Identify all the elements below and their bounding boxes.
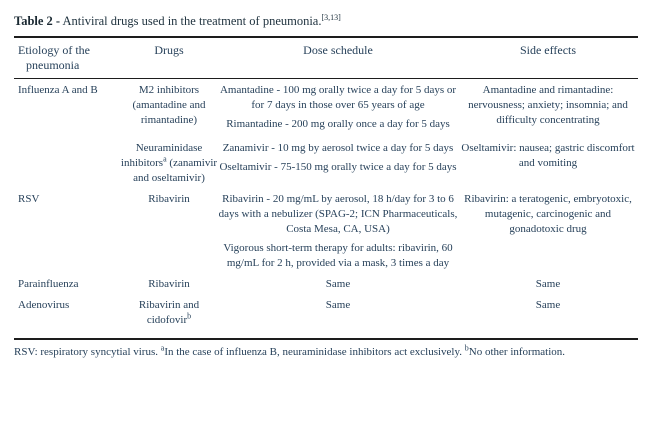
etiology-cell: RSV: [18, 193, 40, 205]
dose-cell: Same: [218, 298, 458, 313]
table-row-adenovirus: Adenovirus Ribavirin and cidofovirb Same…: [14, 298, 638, 328]
dose-item: Amantadine - 100 mg orally twice a day f…: [219, 84, 457, 111]
dose-cell: Zanamivir - 10 mg by aerosol twice a day…: [218, 141, 458, 175]
drug-group-neuraminidase: Neuraminidase inhibitorsa (zanamivir and…: [120, 141, 638, 186]
side-effects-cell: Amantadine and rimantadine: nervousness;…: [468, 84, 628, 126]
side-effects-cell: Same: [535, 299, 561, 311]
drug-group-m2-inhibitors: M2 inhibitors (amantadine and rimantadin…: [120, 83, 638, 132]
table-caption: Antiviral drugs used in the treatment of…: [60, 14, 322, 28]
etiology-cell: Influenza A and B: [18, 84, 98, 96]
etiology-cell: Parainfluenza: [18, 278, 79, 290]
col-header-drugs: Drugs: [154, 43, 184, 57]
col-header-side-effects: Side effects: [519, 43, 577, 57]
dose-item: Oseltamivir - 75-150 mg orally twice a d…: [219, 161, 457, 173]
table-body: Influenza A and B M2 inhibitors (amantad…: [14, 79, 638, 338]
table-row-rsv: RSV Ribavirin Ribavirin - 20 mg/mL by ae…: [14, 192, 638, 271]
table-row-influenza: Influenza A and B M2 inhibitors (amantad…: [14, 83, 638, 186]
table-row-parainfluenza: Parainfluenza Ribavirin Same Same: [14, 277, 638, 292]
drug-cell: Ribavirin: [148, 193, 190, 205]
footnote-marker-b: b: [464, 343, 469, 353]
header-rule: [14, 78, 638, 79]
side-effects-cell: Oseltamivir: nausea; gastric discomfort …: [461, 142, 635, 169]
footnote-marker-a: a: [163, 154, 167, 164]
dose-item: Same: [325, 299, 351, 311]
col-header-etiology: Etiology of the pneumonia: [18, 43, 90, 72]
dose-cell: Same: [218, 277, 458, 292]
col-header-dose-schedule: Dose schedule: [303, 43, 373, 57]
dose-item: Same: [325, 278, 351, 290]
dose-cell: Ribavirin - 20 mg/mL by aerosol, 18 h/da…: [218, 192, 458, 271]
side-effects-cell: Same: [535, 278, 561, 290]
table-footnote: RSV: respiratory syncytial virus. aIn th…: [14, 343, 566, 358]
footnote-marker-b: b: [187, 311, 192, 321]
top-rule: [14, 36, 638, 38]
table-title: Table 2 - Antiviral drugs used in the tr…: [14, 13, 638, 30]
etiology-cell: Adenovirus: [18, 299, 70, 311]
drug-group-ribavirin: Ribavirin Ribavirin - 20 mg/mL by aeroso…: [120, 192, 638, 271]
dose-item: Zanamivir - 10 mg by aerosol twice a day…: [222, 142, 454, 154]
side-effects-cell: Ribavirin: a teratogenic, embryotoxic, m…: [464, 193, 632, 235]
drug-cell: Ribavirin: [148, 278, 190, 290]
dose-item: Ribavirin - 20 mg/mL by aerosol, 18 h/da…: [218, 193, 458, 235]
dose-item: Vigorous short-term therapy for adults: …: [223, 242, 453, 269]
bottom-rule: [14, 338, 638, 340]
drug-cell: M2 inhibitors (amantadine and rimantadin…: [132, 84, 206, 126]
footnote-marker-a: a: [160, 343, 165, 353]
table-header-row: Etiology of the pneumonia Drugs Dose sch…: [14, 38, 638, 78]
table-label: Table 2 -: [14, 14, 61, 28]
drug-cell: Neuraminidase inhibitorsa (zanamivir and…: [120, 142, 218, 184]
citation-superscript: [3,13]: [321, 12, 341, 22]
drug-cell: Ribavirin and cidofovirb: [138, 299, 200, 326]
dose-item: Rimantadine - 200 mg orally once a day f…: [226, 118, 450, 130]
dose-cell: Amantadine - 100 mg orally twice a day f…: [218, 83, 458, 132]
